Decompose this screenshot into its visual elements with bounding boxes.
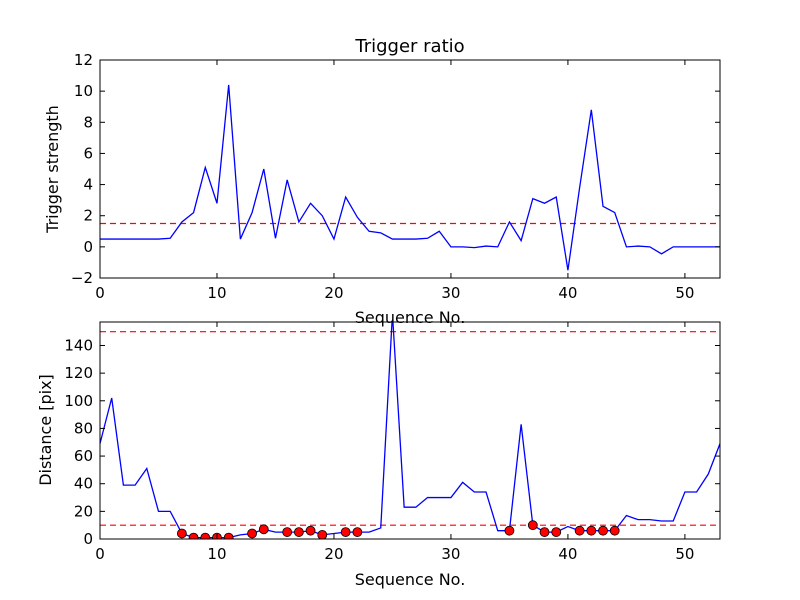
x-axis-label: Sequence No. bbox=[355, 308, 466, 327]
y-tick-label: 140 bbox=[64, 336, 93, 354]
y-tick-label: 10 bbox=[74, 82, 93, 100]
y-tick-label: 2 bbox=[83, 207, 93, 225]
data-marker bbox=[598, 525, 608, 536]
x-tick-label: 40 bbox=[558, 284, 577, 302]
data-marker bbox=[258, 524, 269, 535]
y-tick-label: 100 bbox=[64, 392, 93, 410]
chart-title: Trigger ratio bbox=[354, 36, 464, 57]
trigger-plot-area bbox=[100, 84, 720, 271]
distance-plot-area bbox=[100, 322, 720, 539]
axes-frame bbox=[99, 59, 721, 279]
x-tick-label: 20 bbox=[324, 284, 343, 302]
x-tick-label: 30 bbox=[441, 284, 460, 302]
y-tick-label: 80 bbox=[74, 419, 93, 437]
data-marker bbox=[200, 532, 211, 539]
trigger-series-line bbox=[100, 84, 720, 271]
x-tick-label: 30 bbox=[441, 545, 460, 563]
data-marker bbox=[176, 528, 187, 539]
y-tick-label: 4 bbox=[83, 176, 93, 194]
data-marker bbox=[188, 532, 199, 539]
x-tick-label: 50 bbox=[675, 545, 694, 563]
x-tick-label: 10 bbox=[207, 545, 226, 563]
data-marker bbox=[305, 525, 316, 536]
x-tick-label: 0 bbox=[95, 284, 105, 302]
distance-series-line bbox=[100, 322, 720, 539]
data-marker bbox=[247, 528, 257, 539]
y-tick-label: 120 bbox=[64, 364, 93, 382]
data-marker bbox=[609, 525, 620, 536]
data-marker bbox=[223, 532, 234, 539]
data-marker bbox=[504, 525, 515, 536]
data-marker bbox=[317, 529, 328, 539]
y-tick-label: 0 bbox=[83, 530, 93, 548]
x-tick-label: 10 bbox=[207, 284, 226, 302]
y-tick-label: 20 bbox=[74, 502, 93, 520]
data-marker bbox=[352, 527, 363, 537]
data-marker bbox=[574, 525, 585, 536]
data-marker bbox=[551, 527, 562, 537]
distance-ticks: 0 10 20 30 40 50 0 20 40 60 80 100 120 140 bbox=[64, 322, 720, 563]
y-axis-label: Trigger strength bbox=[43, 105, 62, 234]
data-marker bbox=[282, 527, 293, 537]
y-tick-label: 40 bbox=[74, 475, 93, 493]
y-tick-label: −2 bbox=[71, 269, 93, 287]
x-tick-label: 40 bbox=[558, 545, 577, 563]
data-marker bbox=[293, 527, 304, 537]
data-marker bbox=[539, 527, 550, 537]
y-tick-label: 8 bbox=[83, 113, 93, 131]
y-tick-label: 6 bbox=[83, 144, 93, 162]
axes-frame bbox=[99, 321, 721, 540]
data-marker bbox=[340, 527, 351, 537]
distance-chart: 0 10 20 30 40 50 0 20 40 60 80 100 120 140 Sequence N… bbox=[36, 321, 721, 589]
x-tick-label: 50 bbox=[675, 284, 694, 302]
y-tick-label: 0 bbox=[83, 238, 93, 256]
x-axis-label: Sequence No. bbox=[355, 570, 466, 589]
x-tick-label: 0 bbox=[95, 545, 105, 563]
y-axis-label: Distance [pix] bbox=[36, 374, 55, 486]
data-marker bbox=[527, 520, 538, 531]
y-tick-label: 60 bbox=[74, 447, 93, 465]
data-marker bbox=[586, 525, 597, 536]
x-tick-label: 20 bbox=[324, 545, 343, 563]
y-tick-label: 12 bbox=[74, 51, 93, 69]
